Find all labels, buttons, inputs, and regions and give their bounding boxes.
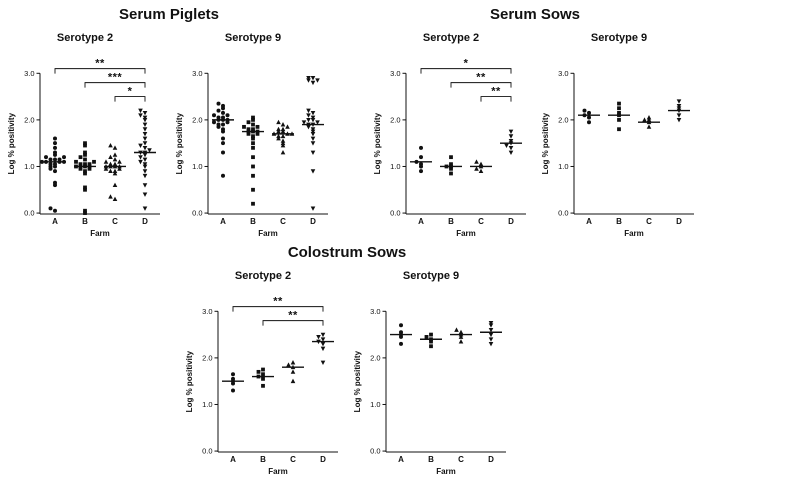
svg-text:3.0: 3.0 bbox=[558, 69, 568, 78]
svg-text:Farm: Farm bbox=[258, 229, 278, 238]
bottom-row: Colostrum Sows Serotype 2 0.0 1.0 2.0 3.0 A B… bbox=[0, 242, 798, 478]
svg-text:A: A bbox=[398, 455, 404, 464]
svg-text:0.0: 0.0 bbox=[370, 447, 380, 456]
svg-text:2.0: 2.0 bbox=[192, 115, 202, 124]
group-title-serum-piglets: Serum Piglets bbox=[118, 6, 220, 23]
svg-text:1.0: 1.0 bbox=[24, 162, 34, 171]
svg-text:**: ** bbox=[476, 72, 486, 84]
group-serum-piglets: Serum Piglets Serotype 2 0.0 1.0 2.0 3.0 A B C… bbox=[6, 4, 332, 240]
svg-text:0.0: 0.0 bbox=[202, 447, 212, 456]
svg-text:C: C bbox=[646, 217, 652, 226]
svg-text:2.0: 2.0 bbox=[370, 353, 380, 362]
svg-text:Log % positivity: Log % positivity bbox=[541, 112, 550, 174]
svg-text:0.0: 0.0 bbox=[192, 209, 202, 218]
svg-text:Log % positivity: Log % positivity bbox=[175, 112, 184, 174]
svg-text:D: D bbox=[488, 455, 494, 464]
svg-text:1.0: 1.0 bbox=[370, 400, 380, 409]
svg-text:Farm: Farm bbox=[268, 467, 288, 476]
svg-text:1.0: 1.0 bbox=[558, 162, 568, 171]
svg-text:Farm: Farm bbox=[90, 229, 110, 238]
svg-text:*: * bbox=[464, 58, 469, 70]
svg-text:3.0: 3.0 bbox=[192, 69, 202, 78]
svg-text:Farm: Farm bbox=[624, 229, 644, 238]
svg-text:A: A bbox=[220, 217, 226, 226]
panel-serum-piglets-serotype-9: Serotype 9 0.0 1.0 2.0 3.0 A B C D Farm Log % pos… bbox=[174, 23, 332, 240]
svg-text:D: D bbox=[676, 217, 682, 226]
panel-colostrum-sows-serotype-2: Serotype 2 0.0 1.0 2.0 3.0 A B C D Farm Log % pos… bbox=[184, 261, 342, 478]
svg-text:3.0: 3.0 bbox=[24, 69, 34, 78]
svg-text:C: C bbox=[478, 217, 484, 226]
svg-text:2.0: 2.0 bbox=[390, 115, 400, 124]
svg-text:B: B bbox=[82, 217, 88, 226]
group-colostrum-sows: Colostrum Sows Serotype 2 0.0 1.0 2.0 3.0 A B… bbox=[184, 242, 510, 478]
svg-text:3.0: 3.0 bbox=[202, 307, 212, 316]
svg-text:0.0: 0.0 bbox=[558, 209, 568, 218]
panel-title: Serotype 2 bbox=[422, 32, 480, 44]
svg-text:A: A bbox=[418, 217, 424, 226]
svg-text:C: C bbox=[458, 455, 464, 464]
svg-text:A: A bbox=[586, 217, 592, 226]
svg-text:D: D bbox=[320, 455, 326, 464]
svg-text:1.0: 1.0 bbox=[390, 162, 400, 171]
svg-text:Log % positivity: Log % positivity bbox=[353, 350, 362, 412]
svg-text:D: D bbox=[508, 217, 514, 226]
svg-text:**: ** bbox=[288, 310, 298, 322]
svg-text:D: D bbox=[142, 217, 148, 226]
svg-text:B: B bbox=[250, 217, 256, 226]
svg-text:1.0: 1.0 bbox=[192, 162, 202, 171]
group-title-colostrum-sows: Colostrum Sows bbox=[287, 244, 407, 261]
scatter-plot-colostrum-sows-serotype-2: 0.0 1.0 2.0 3.0 A B C D Farm Log % positivity ** ** bbox=[185, 296, 338, 476]
panel-title: Serotype 9 bbox=[590, 32, 648, 44]
svg-text:Log % positivity: Log % positivity bbox=[185, 350, 194, 412]
svg-text:D: D bbox=[310, 217, 316, 226]
panel-title: Serotype 9 bbox=[402, 270, 460, 282]
svg-text:Farm: Farm bbox=[436, 467, 456, 476]
panels-colostrum-sows: Serotype 2 0.0 1.0 2.0 3.0 A B C D Farm Log % pos… bbox=[184, 261, 510, 478]
group-title-serum-sows: Serum Sows bbox=[489, 6, 581, 23]
svg-text:C: C bbox=[112, 217, 118, 226]
svg-text:2.0: 2.0 bbox=[24, 115, 34, 124]
svg-text:3.0: 3.0 bbox=[390, 69, 400, 78]
panel-serum-sows-serotype-9: Serotype 9 0.0 1.0 2.0 3.0 A B C D Farm Log % pos… bbox=[540, 23, 698, 240]
svg-text:**: ** bbox=[491, 86, 501, 98]
group-serum-sows: Serum Sows Serotype 2 0.0 1.0 2.0 3.0 A B C D Fa… bbox=[372, 4, 698, 240]
svg-text:B: B bbox=[616, 217, 622, 226]
svg-text:3.0: 3.0 bbox=[370, 307, 380, 316]
svg-text:B: B bbox=[428, 455, 434, 464]
figure: Serum Piglets Serotype 2 0.0 1.0 2.0 3.0 A B C… bbox=[0, 0, 798, 478]
svg-text:C: C bbox=[290, 455, 296, 464]
svg-text:0.0: 0.0 bbox=[24, 209, 34, 218]
svg-text:Log % positivity: Log % positivity bbox=[7, 112, 16, 174]
svg-text:A: A bbox=[52, 217, 58, 226]
panel-title: Serotype 2 bbox=[234, 270, 292, 282]
svg-text:C: C bbox=[280, 217, 286, 226]
panels-serum-piglets: Serotype 2 0.0 1.0 2.0 3.0 A B C D Farm Log % pos… bbox=[6, 23, 332, 240]
svg-text:2.0: 2.0 bbox=[202, 353, 212, 362]
panel-serum-piglets-serotype-2: Serotype 2 0.0 1.0 2.0 3.0 A B C D Farm Log % pos… bbox=[6, 23, 164, 240]
svg-text:**: ** bbox=[95, 58, 105, 70]
scatter-plot-colostrum-sows-serotype-9: 0.0 1.0 2.0 3.0 A B C D Farm Log % positivity bbox=[353, 307, 506, 476]
panel-title: Serotype 2 bbox=[56, 32, 114, 44]
svg-text:**: ** bbox=[273, 296, 283, 308]
svg-text:B: B bbox=[448, 217, 454, 226]
svg-text:A: A bbox=[230, 455, 236, 464]
svg-text:***: *** bbox=[108, 72, 123, 84]
panel-title: Serotype 9 bbox=[224, 32, 282, 44]
svg-text:0.0: 0.0 bbox=[390, 209, 400, 218]
svg-text:Log % positivity: Log % positivity bbox=[373, 112, 382, 174]
panel-colostrum-sows-serotype-9: Serotype 9 0.0 1.0 2.0 3.0 A B C D Farm Log % pos… bbox=[352, 261, 510, 478]
top-row: Serum Piglets Serotype 2 0.0 1.0 2.0 3.0 A B C… bbox=[0, 0, 798, 240]
panels-serum-sows: Serotype 2 0.0 1.0 2.0 3.0 A B C D Farm Log % pos… bbox=[372, 23, 698, 240]
svg-text:Farm: Farm bbox=[456, 229, 476, 238]
svg-text:2.0: 2.0 bbox=[558, 115, 568, 124]
scatter-plot-serum-sows-serotype-9: 0.0 1.0 2.0 3.0 A B C D Farm Log % positivity bbox=[541, 69, 694, 238]
svg-text:B: B bbox=[260, 455, 266, 464]
panel-serum-sows-serotype-2: Serotype 2 0.0 1.0 2.0 3.0 A B C D Farm Log % pos… bbox=[372, 23, 530, 240]
svg-text:*: * bbox=[128, 86, 133, 98]
svg-text:1.0: 1.0 bbox=[202, 400, 212, 409]
scatter-plot-serum-piglets-serotype-9: 0.0 1.0 2.0 3.0 A B C D Farm Log % positivity bbox=[175, 69, 328, 238]
